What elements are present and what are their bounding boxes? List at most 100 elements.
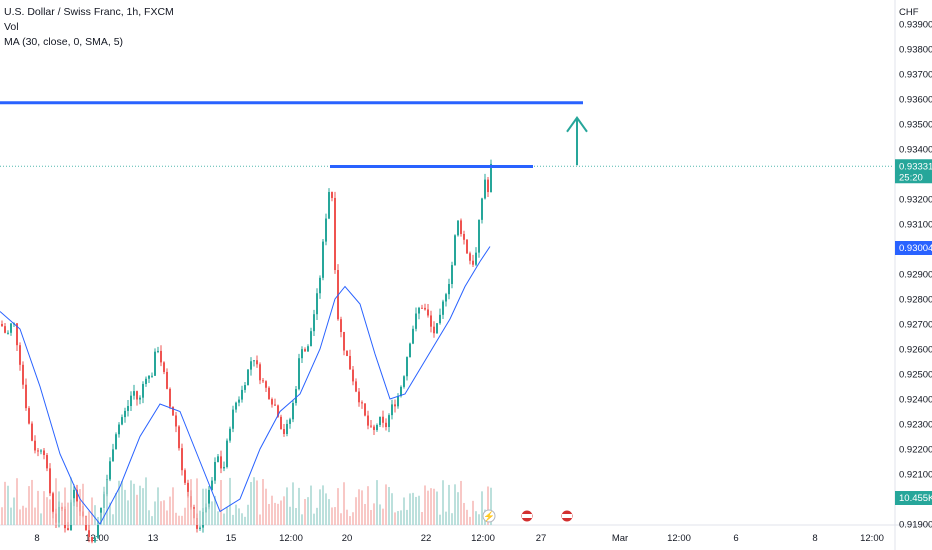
symbol-title[interactable]: U.S. Dollar / Swiss Franc, 1h, FXCM: [4, 6, 174, 18]
volume-indicator-label[interactable]: Vol: [4, 21, 19, 33]
y-tick-label: 0.93700: [899, 70, 932, 81]
moving-average-line: [0, 246, 491, 525]
candle-body: [268, 387, 270, 400]
candle-body: [262, 380, 264, 382]
candle-body: [220, 456, 222, 469]
volume-bar: [199, 510, 201, 525]
volume-value-tag-text: 10.455K: [899, 493, 932, 504]
current-price-tag: [895, 159, 932, 184]
candle-body: [352, 369, 354, 382]
candle-body: [91, 537, 93, 542]
y-tick-label: 0.92800: [899, 295, 932, 306]
candle-body: [226, 440, 228, 467]
volume-bar: [70, 477, 72, 525]
candle-body: [364, 403, 366, 416]
x-tick-label: 12:00: [85, 533, 109, 544]
volume-bar: [358, 489, 360, 525]
volume-bar: [307, 497, 309, 525]
candle-body: [289, 419, 291, 424]
candle-body: [295, 389, 297, 403]
us-flag-stripe: [522, 514, 532, 518]
candle-body: [448, 283, 450, 295]
volume-bar: [427, 490, 429, 525]
volume-bar: [151, 516, 153, 525]
candle-body: [184, 470, 186, 483]
x-tick-label: 8: [34, 533, 39, 544]
volume-bar: [166, 510, 168, 525]
y-tick-label: 0.93900: [899, 20, 932, 31]
candle-body: [4, 326, 6, 333]
candle-body: [424, 307, 426, 310]
ma-indicator-label[interactable]: MA (30, close, 0, SMA, 5): [4, 36, 124, 48]
volume-bar: [193, 508, 195, 525]
volume-bar: [223, 513, 225, 525]
volume-bar: [205, 488, 207, 525]
volume-bar: [304, 498, 306, 525]
volume-bar: [208, 503, 210, 525]
volume-bar: [409, 493, 411, 525]
volume-bar: [361, 490, 363, 525]
candle-body: [160, 350, 162, 363]
candle-body: [133, 391, 135, 396]
volume-bar: [478, 514, 480, 525]
candle-body: [292, 402, 294, 420]
volume-bar: [40, 513, 42, 525]
volume-bar: [370, 509, 372, 525]
candle-body: [52, 493, 54, 514]
volume-bar: [448, 484, 450, 525]
candle-body: [436, 323, 438, 334]
volume-bar: [130, 480, 132, 525]
volume-bar: [175, 512, 177, 525]
volume-bar: [472, 500, 474, 525]
current-price-tag-text: 25:20: [899, 172, 923, 183]
candle-body: [34, 440, 36, 451]
candle-body: [322, 241, 324, 278]
candle-body: [118, 424, 120, 435]
ma-value-tag: [895, 241, 932, 255]
candle-body: [244, 385, 246, 390]
candle-body: [286, 423, 288, 434]
candle-body: [484, 179, 486, 199]
volume-bar: [37, 490, 39, 525]
candle-body: [385, 422, 387, 428]
volume-bar: [232, 514, 234, 525]
candle-body: [445, 294, 447, 302]
candle-body: [481, 198, 483, 220]
volume-bar: [163, 500, 165, 525]
candle-body: [319, 277, 321, 294]
candle-body: [277, 405, 279, 417]
candle-body: [10, 323, 12, 333]
dividend-event-icon[interactable]: [482, 509, 496, 523]
volume-bar: [67, 502, 69, 525]
y-tick-label: 0.92400: [899, 395, 932, 406]
volume-bar: [283, 496, 285, 525]
candle-body: [217, 456, 219, 462]
candle-body: [388, 415, 390, 428]
volume-bar: [340, 513, 342, 525]
volume-bar: [289, 506, 291, 525]
volume-bar: [265, 488, 267, 525]
volume-bar: [442, 480, 444, 525]
candle-body: [112, 449, 114, 462]
volume-bar: [46, 497, 48, 525]
y-tick-label: 0.92600: [899, 345, 932, 356]
volume-bar: [16, 478, 18, 525]
x-tick-label: 12:00: [860, 533, 884, 544]
volume-bar: [250, 482, 252, 525]
candle-body: [109, 461, 111, 480]
candle-body: [412, 328, 414, 344]
candle-body: [37, 450, 39, 452]
volume-bar: [376, 480, 378, 525]
candle-body: [427, 309, 429, 316]
candle-body: [67, 528, 69, 531]
projection-arrow-head[interactable]: [566, 116, 588, 133]
volume-bar: [85, 516, 87, 525]
volume-bar: [319, 489, 321, 525]
volume-bar: [160, 501, 162, 525]
candle-body: [145, 378, 147, 384]
candle-body: [265, 381, 267, 388]
candle-body: [283, 429, 285, 434]
volume-bar: [214, 495, 216, 525]
volume-bar: [253, 477, 255, 525]
